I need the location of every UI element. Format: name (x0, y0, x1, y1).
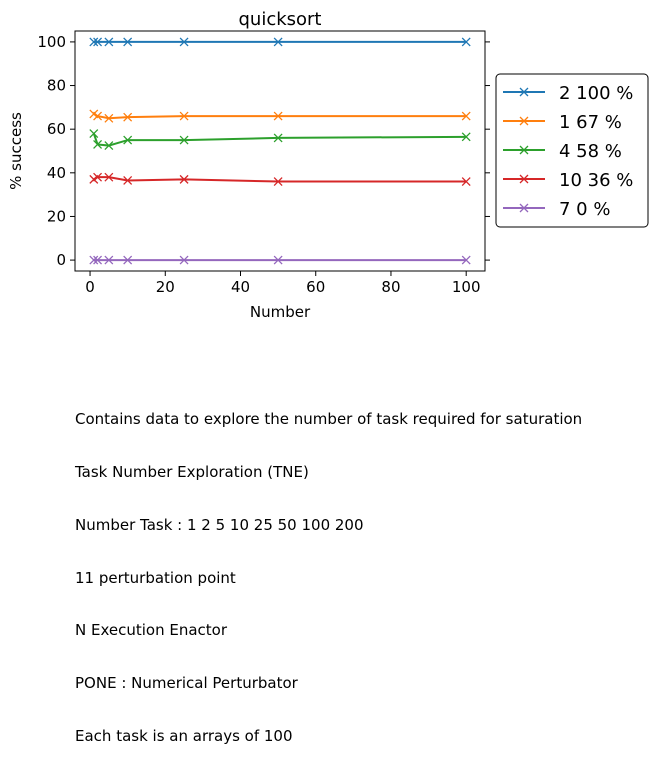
quicksort-chart: quicksort 0 20 40 60 80 100 0 20 40 60 80 100 Numb… (7, 9, 649, 321)
x-tick-label: 40 (231, 278, 250, 296)
caption-line: Task Number Exploration (TNE) (75, 462, 309, 481)
data-point-marker (89, 37, 99, 47)
data-point-marker (123, 135, 133, 145)
data-point-marker (104, 113, 114, 123)
data-point-marker (93, 37, 103, 47)
x-axis: 0 20 40 60 80 100 (85, 271, 481, 296)
caption-line: Number Task : 1 2 5 10 25 50 100 200 (75, 515, 364, 534)
data-point-marker (104, 172, 114, 182)
data-point-marker (104, 255, 114, 265)
series-1 (89, 37, 471, 47)
data-point-marker (273, 133, 283, 143)
legend-label: 7 0 % (559, 199, 610, 220)
series-3 (89, 129, 471, 151)
y-tick-label: 20 (47, 207, 66, 225)
data-point-marker (461, 255, 471, 265)
x-tick-label: 100 (452, 278, 481, 296)
data-point-marker (93, 111, 103, 121)
legend-frame (495, 73, 649, 228)
data-point-marker (179, 255, 189, 265)
data-point-marker (461, 37, 471, 47)
data-point-marker (104, 141, 114, 151)
legend-label: 1 67 % (559, 112, 622, 133)
data-point-marker (461, 111, 471, 121)
legend-swatch-marker (519, 203, 529, 213)
legend-swatch-marker (519, 87, 529, 97)
series-4 (89, 172, 471, 187)
data-point-marker (179, 174, 189, 184)
caption-line: Contains data to explore the number of t… (75, 410, 583, 429)
caption-line: PONE : Numerical Perturbator (75, 674, 298, 693)
y-tick-label: 80 (47, 77, 66, 95)
data-point-marker (123, 37, 133, 47)
chart-title: quicksort (238, 9, 321, 30)
legend: 2 100 % 1 67 % 4 58 % 10 36 % 7 0 % (495, 73, 649, 228)
legend-swatch-marker (519, 116, 529, 126)
y-tick-label: 100 (37, 33, 66, 51)
legend-swatch-marker (519, 174, 529, 184)
caption-line: N Execution Enactor (75, 621, 228, 640)
legend-label: 2 100 % (559, 83, 633, 104)
legend-label: 4 58 % (559, 141, 622, 162)
data-point-marker (179, 135, 189, 145)
data-point-marker (123, 112, 133, 122)
data-point-marker (104, 37, 114, 47)
data-point-marker (179, 37, 189, 47)
data-point-marker (273, 111, 283, 121)
series-5 (89, 255, 471, 265)
data-point-marker (273, 177, 283, 187)
data-point-marker (273, 37, 283, 47)
y-axis: 0 20 40 60 80 100 (37, 33, 490, 269)
data-point-marker (93, 255, 103, 265)
y-tick-label: 0 (56, 251, 66, 269)
caption: Contains data to explore the number of t… (75, 376, 582, 763)
x-tick-label: 0 (85, 278, 95, 296)
data-point-marker (273, 255, 283, 265)
data-point-marker (179, 111, 189, 121)
caption-line: Each task is an arrays of 100 (75, 726, 293, 745)
series-2 (89, 109, 471, 123)
data-point-marker (461, 132, 471, 142)
data-point-marker (123, 255, 133, 265)
data-point-marker (93, 139, 103, 149)
y-tick-label: 60 (47, 120, 66, 138)
data-point-marker (461, 177, 471, 187)
data-point-marker (93, 172, 103, 182)
x-tick-label: 60 (306, 278, 325, 296)
series-layer (89, 37, 471, 265)
y-axis-label: % success (7, 112, 25, 190)
plot-frame (74, 30, 486, 272)
y-tick-label: 40 (47, 164, 66, 182)
caption-line: 11 perturbation point (75, 568, 236, 587)
legend-swatch-marker (519, 145, 529, 155)
x-axis-label: Number (250, 303, 311, 321)
x-tick-label: 20 (156, 278, 175, 296)
legend-label: 10 36 % (559, 170, 633, 191)
data-point-marker (89, 129, 99, 139)
data-point-marker (123, 175, 133, 185)
x-tick-label: 80 (381, 278, 400, 296)
data-point-marker (89, 255, 99, 265)
